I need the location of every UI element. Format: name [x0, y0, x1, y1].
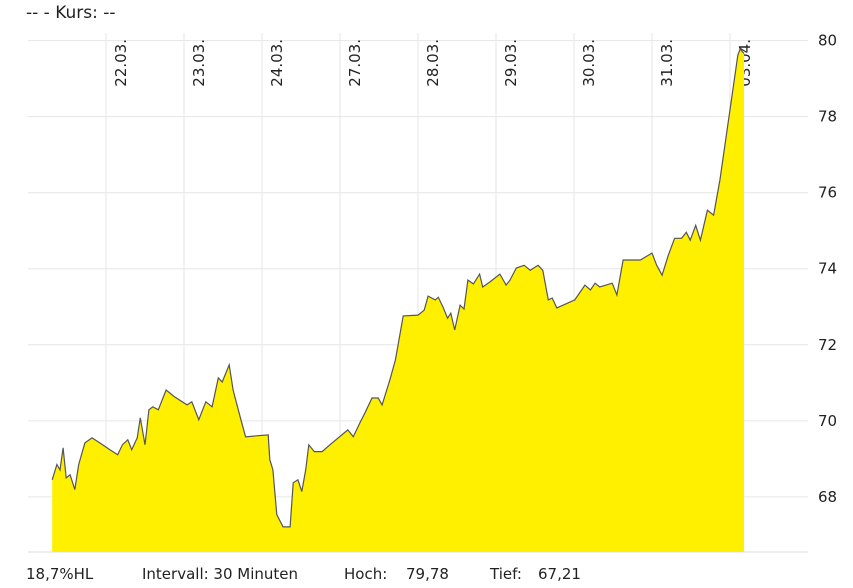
x-tick-label: 28.03. [424, 39, 442, 87]
y-tick-label: 74 [818, 260, 837, 278]
x-tick-label: 22.03. [112, 39, 130, 87]
y-tick-label: 76 [818, 184, 837, 202]
footer-text: 79,78 [406, 565, 449, 583]
footer-text: Tief: [489, 565, 522, 583]
footer-text: Intervall: 30 Minuten [142, 565, 298, 583]
y-tick-label: 80 [818, 32, 837, 50]
y-tick-label: 72 [818, 336, 837, 354]
footer-text: Hoch: [344, 565, 387, 583]
y-tick-label: 68 [818, 488, 837, 506]
x-tick-label: 27.03. [346, 39, 364, 87]
chart-title: -- - Kurs: -- [26, 3, 116, 23]
footer-text: 18,7%HL [26, 565, 94, 583]
x-tick-label: 30.03. [580, 39, 598, 87]
y-tick-label: 70 [818, 412, 837, 430]
x-tick-label: 31.03. [658, 39, 676, 87]
line [51, 47, 745, 528]
footer-text: 67,21 [538, 565, 581, 583]
x-tick-label: 23.03. [190, 39, 208, 87]
x-tick-label: 29.03. [502, 39, 520, 87]
x-tick-label: 24.03. [268, 39, 286, 87]
y-tick-label: 78 [818, 108, 837, 126]
area [52, 49, 745, 552]
